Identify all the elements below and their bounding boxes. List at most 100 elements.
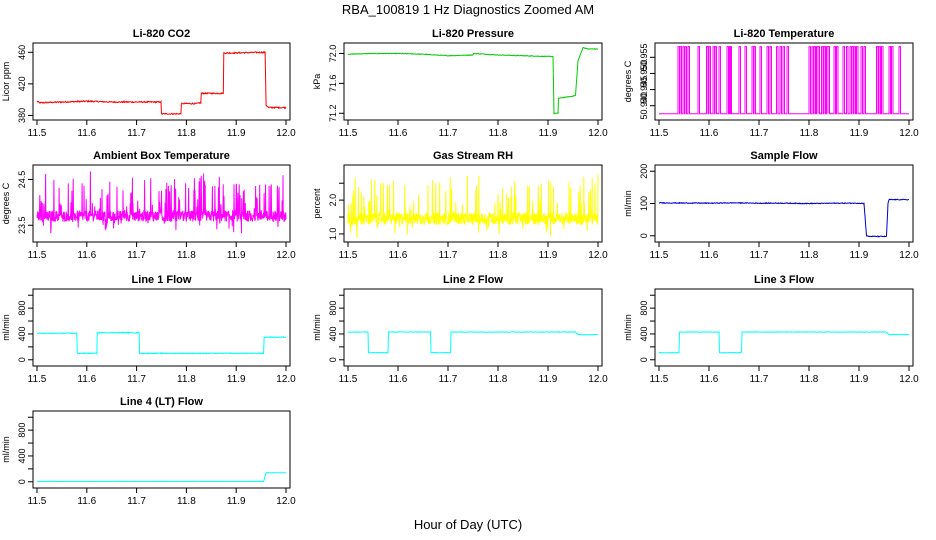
plot-frame	[343, 42, 603, 121]
x-tick-label: 11.8	[489, 128, 508, 139]
x-tick-label: 11.5	[339, 374, 358, 385]
y-tick-label: 0	[17, 357, 27, 362]
x-tick-label: 11.6	[389, 374, 408, 385]
plot-frame	[32, 42, 291, 121]
plot-frame	[343, 164, 603, 243]
chart-title: Li-820 Temperature	[734, 28, 835, 40]
series-line	[347, 46, 599, 115]
x-tick-label: 11.6	[389, 250, 408, 261]
x-tick-label: 11.6	[700, 374, 719, 385]
y-tick-label: 380	[17, 108, 27, 123]
x-tick-label: 11.6	[77, 250, 96, 261]
y-tick-label: 400	[639, 326, 649, 341]
chart-title: Li-820 Pressure	[432, 28, 514, 40]
x-tick-label: 11.7	[750, 250, 769, 261]
y-axis-label: ml/min	[1, 436, 11, 463]
y-tick-label: 50.950	[639, 60, 649, 88]
x-tick-label: 11.9	[227, 128, 246, 139]
x-tick-label: 12.0	[588, 128, 608, 139]
x-tick-label: 12.0	[276, 374, 296, 385]
y-tick-label: 0	[17, 479, 27, 484]
y-tick-label: 71.2	[328, 104, 338, 122]
series-line	[37, 472, 286, 483]
y-tick-label: 24.5	[17, 171, 27, 189]
plot-frame	[32, 288, 291, 367]
plot-frame	[32, 164, 291, 243]
x-tick-label: 11.5	[650, 374, 669, 385]
chart-panel: Li-820 CO2 Licor ppm 11.5 11.6 11.7 11.8 11.9 1…	[1, 28, 296, 139]
y-tick-label: 800	[17, 301, 27, 316]
x-tick-label: 11.6	[77, 496, 96, 507]
y-tick-label: 460	[17, 45, 27, 60]
chart-title: Line 3 Flow	[754, 274, 814, 286]
y-axis-label: ml/min	[312, 314, 322, 341]
plot-frame	[32, 410, 291, 489]
x-tick-label: 11.5	[339, 128, 358, 139]
x-tick-label: 12.0	[276, 250, 296, 261]
x-tick-label: 11.9	[539, 374, 558, 385]
series-line	[658, 331, 910, 354]
chart-panel: Line 2 Flow ml/min 11.5 11.6 11.7 11.8 11.9 12.…	[312, 274, 608, 385]
x-tick-label: 11.7	[750, 374, 769, 385]
x-tick-label: 11.9	[227, 250, 246, 261]
y-axis-label: kPa	[312, 74, 322, 90]
x-tick-label: 11.5	[28, 496, 47, 507]
x-tick-label: 11.7	[127, 374, 146, 385]
x-tick-label: 11.6	[389, 128, 408, 139]
x-tick-label: 11.5	[339, 250, 358, 261]
series-line	[347, 331, 599, 354]
x-tick-label: 11.9	[539, 128, 558, 139]
chart-panel: Line 4 (LT) Flow ml/min 11.5 11.6 11.7 11.8 11…	[1, 396, 296, 507]
x-tick-label: 11.7	[439, 128, 458, 139]
y-tick-label: 50.955	[639, 44, 649, 72]
series-line	[36, 50, 287, 116]
x-tick-label: 11.5	[28, 374, 47, 385]
chart-title: Gas Stream RH	[433, 150, 513, 162]
x-tick-label: 11.8	[800, 374, 819, 385]
x-tick-label: 11.5	[650, 250, 669, 261]
y-axis-label: ml/min	[623, 314, 633, 341]
series-line	[659, 46, 909, 115]
x-tick-label: 11.7	[127, 250, 146, 261]
chart-panel: Line 1 Flow ml/min 11.5 11.6 11.7 11.8 11.9 12.…	[1, 274, 296, 385]
x-tick-label: 12.0	[899, 374, 919, 385]
y-tick-label: 0	[639, 357, 649, 362]
y-axis-label: degrees C	[1, 182, 11, 224]
chart-title: Line 4 (LT) Flow	[120, 396, 203, 408]
y-tick-label: 800	[639, 301, 649, 316]
plot-frame	[654, 288, 914, 367]
y-tick-label: 400	[17, 448, 27, 463]
x-tick-label: 11.5	[28, 128, 47, 139]
chart-title: Sample Flow	[750, 150, 818, 162]
chart-title: Ambient Box Temperature	[93, 150, 230, 162]
y-tick-label: 0	[328, 357, 338, 362]
x-tick-label: 11.7	[750, 128, 769, 139]
y-tick-label: 200	[639, 164, 649, 179]
x-tick-label: 11.9	[850, 128, 869, 139]
x-tick-label: 11.8	[177, 374, 196, 385]
y-tick-label: 1.0	[328, 228, 338, 241]
chart-title: Li-820 CO2	[133, 28, 190, 40]
chart-panel: Sample Flow ml/min 11.5 11.6 11.7 11.8 11.9 12.…	[623, 150, 919, 261]
y-tick-label: 71.6	[328, 75, 338, 93]
x-tick-label: 11.9	[227, 496, 246, 507]
x-tick-label: 11.6	[77, 374, 96, 385]
chart-panel: Gas Stream RH percent 11.5 11.6 11.7 11.8 11.9…	[312, 150, 608, 261]
y-axis-label: degrees C	[623, 60, 633, 102]
x-tick-label: 12.0	[276, 496, 296, 507]
figure-title: RBA_100819 1 Hz Diagnostics Zoomed AM	[341, 2, 595, 17]
y-tick-label: 72.0	[328, 45, 338, 63]
y-tick-label: 420	[17, 76, 27, 91]
x-tick-label: 11.9	[850, 374, 869, 385]
x-tick-label: 11.8	[489, 374, 508, 385]
y-tick-label: 50.940	[639, 92, 649, 120]
y-tick-label: 800	[328, 301, 338, 316]
x-tick-label: 11.9	[539, 250, 558, 261]
x-tick-label: 11.9	[227, 374, 246, 385]
x-tick-label: 11.8	[177, 250, 196, 261]
series-line	[658, 198, 909, 238]
y-tick-label: 800	[17, 423, 27, 438]
x-tick-label: 11.6	[700, 250, 719, 261]
x-tick-label: 12.0	[899, 250, 919, 261]
